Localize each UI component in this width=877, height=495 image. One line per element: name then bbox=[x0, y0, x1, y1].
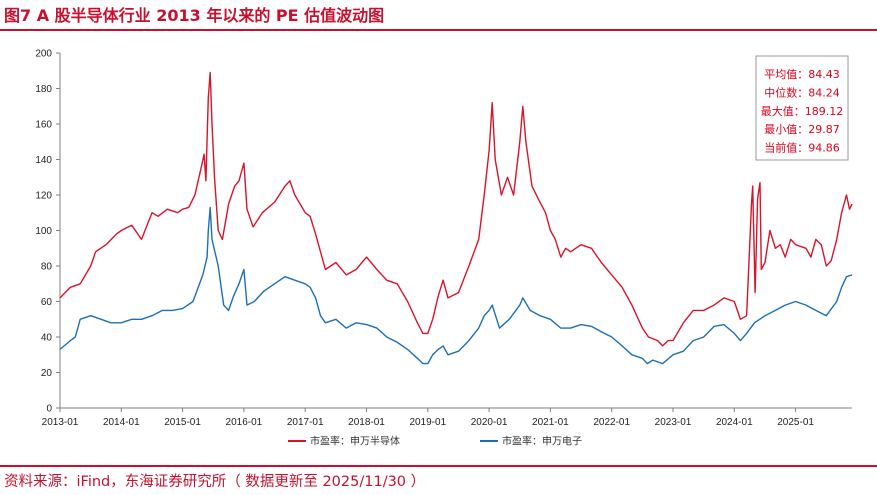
stats-line: 中位数：84.24 bbox=[764, 85, 840, 99]
x-tick-label: 2021-01 bbox=[532, 417, 569, 428]
x-tick-label: 2025-01 bbox=[777, 417, 814, 428]
y-tick-label: 60 bbox=[41, 297, 53, 308]
stats-line: 当前值：94.86 bbox=[764, 141, 840, 155]
x-tick-label: 2018-01 bbox=[348, 417, 385, 428]
x-tick-label: 2014-01 bbox=[103, 417, 140, 428]
figure-title: 图7 A 股半导体行业 2013 年以来的 PE 估值波动图 bbox=[4, 6, 385, 25]
chart-axes: 0 20 40 60 80 100 120 140 160 180 200 2013-01 2014-0… bbox=[35, 49, 852, 428]
x-tick-label: 2020-01 bbox=[471, 417, 508, 428]
source-note: 资料来源：iFind，东海证券研究所（ 数据更新至 2025/11/30 ） bbox=[4, 474, 426, 490]
series-line-0 bbox=[59, 71, 853, 347]
legend: 市盈率：申万半导体 市盈率：申万电子 bbox=[288, 435, 582, 448]
x-tick-label: 2015-01 bbox=[164, 417, 201, 428]
x-tick-label: 2017-01 bbox=[287, 417, 324, 428]
title-rule bbox=[0, 29, 877, 31]
y-tick-label: 200 bbox=[35, 49, 52, 60]
y-tick-label: 40 bbox=[41, 333, 53, 344]
y-tick-label: 0 bbox=[46, 404, 52, 415]
x-tick-label: 2024-01 bbox=[716, 417, 753, 428]
x-tick-label: 2023-01 bbox=[655, 417, 692, 428]
x-tick-label: 2019-01 bbox=[409, 417, 446, 428]
series-layer bbox=[59, 71, 853, 365]
legend-label-1: 市盈率：申万电子 bbox=[502, 435, 582, 448]
y-tick-label: 100 bbox=[35, 226, 52, 237]
x-tick-label: 2016-01 bbox=[226, 417, 263, 428]
y-tick-label: 180 bbox=[35, 84, 52, 95]
legend-label-0: 市盈率：申万半导体 bbox=[310, 435, 400, 448]
stats-box-frame bbox=[755, 55, 849, 161]
source-rule bbox=[0, 465, 877, 467]
y-tick-label: 20 bbox=[41, 368, 53, 379]
stats-box: 平均值：84.43 中位数：84.24 最大值：189.12 最小值：29.87 当前值… bbox=[755, 55, 849, 161]
x-tick-label: 2013-01 bbox=[42, 417, 79, 428]
stats-line: 最小值：29.87 bbox=[764, 123, 840, 136]
x-tick-label: 2022-01 bbox=[593, 417, 630, 428]
y-tick-label: 80 bbox=[41, 262, 53, 273]
series-line-1 bbox=[59, 206, 853, 365]
y-tick-label: 140 bbox=[35, 155, 52, 166]
stats-line: 最大值：189.12 bbox=[761, 104, 844, 118]
stats-line: 平均值：84.43 bbox=[764, 68, 840, 81]
y-tick-label: 120 bbox=[35, 191, 52, 202]
y-tick-label: 160 bbox=[35, 120, 52, 131]
pe-line-chart: 0 20 40 60 80 100 120 140 160 180 200 2013-01 2014-0… bbox=[35, 49, 853, 448]
